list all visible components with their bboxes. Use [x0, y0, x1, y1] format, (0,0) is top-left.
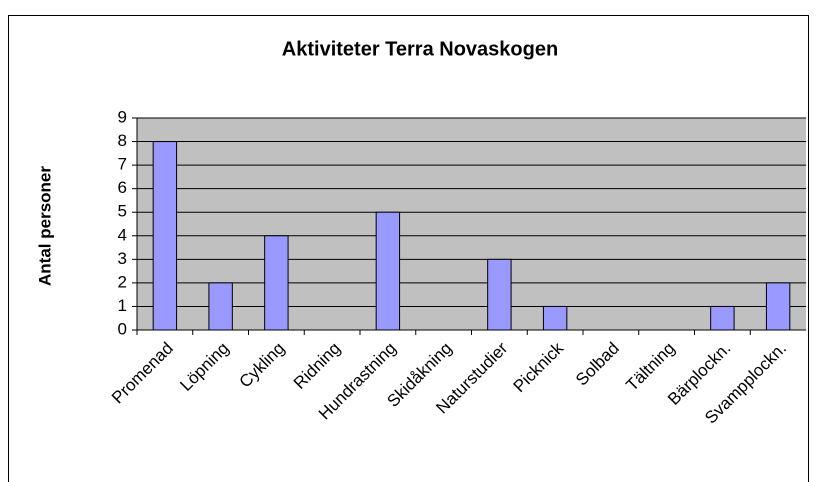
bar	[375, 211, 401, 331]
y-tick-label: 9	[118, 107, 127, 126]
x-tick-label: Ridning	[290, 339, 344, 393]
y-tick-label: 4	[118, 225, 127, 244]
y-axis-label: Antal personer	[35, 166, 54, 286]
bar	[542, 305, 568, 331]
y-tick-label: 8	[118, 131, 127, 150]
y-tick-label: 0	[118, 319, 127, 338]
bar	[765, 282, 791, 331]
x-tick-label: Picknick	[510, 338, 568, 396]
bar	[710, 305, 735, 331]
x-tick-label: Löpning	[176, 339, 232, 395]
x-tick-label: Cykling	[236, 339, 289, 392]
plot-area	[137, 118, 806, 330]
x-tick-label: Tältning	[622, 339, 678, 395]
y-tick-label: 5	[118, 202, 127, 221]
y-tick-label: 6	[118, 178, 127, 197]
x-tick-label: Promenad	[108, 339, 177, 408]
y-tick-label: 2	[118, 272, 127, 291]
y-tick-label: 3	[118, 249, 127, 268]
y-tick-label: 1	[118, 296, 127, 315]
chart-frame	[8, 15, 809, 482]
bar	[208, 282, 233, 331]
y-tick-label: 7	[118, 155, 127, 174]
chart-title: Aktiviteter Terra Novaskogen	[282, 38, 558, 60]
x-tick-label: Solbad	[572, 339, 623, 390]
bar	[264, 235, 289, 331]
bar	[152, 141, 178, 331]
bar	[487, 258, 512, 331]
